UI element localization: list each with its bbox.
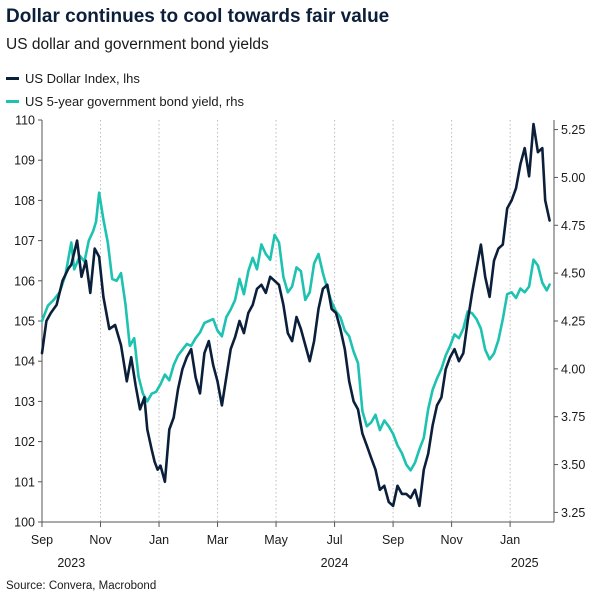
gridlines: [100, 120, 511, 522]
year-label: 2023: [57, 556, 85, 570]
x-tick-label: Nov: [89, 533, 112, 547]
x-tick-label: Nov: [440, 533, 463, 547]
x-tick-label: Sep: [31, 533, 53, 547]
right-tick-label: 3.50: [561, 458, 585, 472]
right-tick-label: 4.75: [561, 219, 585, 233]
left-tick-label: 108: [14, 194, 35, 208]
chart-title: Dollar continues to cool towards fair va…: [6, 6, 390, 27]
x-tick-label: Mar: [207, 533, 229, 547]
source-note: Source: Convera, Macrobond: [6, 580, 157, 592]
left-tick-label: 101: [14, 475, 35, 489]
right-tick-label: 5.25: [561, 123, 585, 137]
right-tick-label: 4.25: [561, 315, 585, 329]
left-tick-label: 110: [15, 114, 35, 128]
x-tick-label: Jul: [327, 533, 343, 547]
chart-subtitle: US dollar and government bond yields: [6, 36, 269, 53]
tick-labels: Sep Nov Jan Mar May Jul Sep Nov Jan 2023 2024 2025 1…: [14, 114, 585, 571]
left-tick-label: 103: [14, 395, 35, 409]
x-tick-label: Jan: [149, 533, 169, 547]
left-tick-label: 109: [14, 154, 35, 168]
year-label: 2025: [511, 556, 539, 570]
x-tick-label: Sep: [382, 533, 404, 547]
right-tick-label: 3.75: [561, 410, 585, 424]
legend-swatch-bond-yield: [6, 100, 19, 103]
left-tick-label: 100: [14, 516, 35, 530]
right-tick-label: 4.50: [561, 267, 585, 281]
right-tick-label: 3.25: [561, 506, 585, 520]
left-tick-label: 106: [14, 274, 35, 288]
left-tick-label: 107: [14, 234, 35, 248]
x-tick-label: Jan: [500, 533, 520, 547]
legend-item-bond-yield: US 5-year government bond yield, rhs: [6, 94, 244, 109]
legend-swatch-dollar-index: [6, 77, 19, 80]
x-tick-label: May: [264, 533, 288, 547]
left-tick-label: 102: [14, 435, 35, 449]
right-tick-label: 5.00: [561, 171, 585, 185]
series-line-dollar-index: [40, 122, 551, 508]
series-layer: [40, 122, 551, 508]
series-line-bond-yield: [40, 191, 551, 472]
legend-item-dollar-index: US Dollar Index, lhs: [6, 71, 140, 86]
legend-label-dollar-index: US Dollar Index, lhs: [25, 71, 140, 86]
legend-label-bond-yield: US 5-year government bond yield, rhs: [25, 94, 244, 109]
year-label: 2024: [321, 556, 349, 570]
right-tick-label: 4.00: [561, 362, 585, 376]
left-tick-label: 105: [14, 315, 35, 329]
left-tick-label: 104: [14, 355, 35, 369]
